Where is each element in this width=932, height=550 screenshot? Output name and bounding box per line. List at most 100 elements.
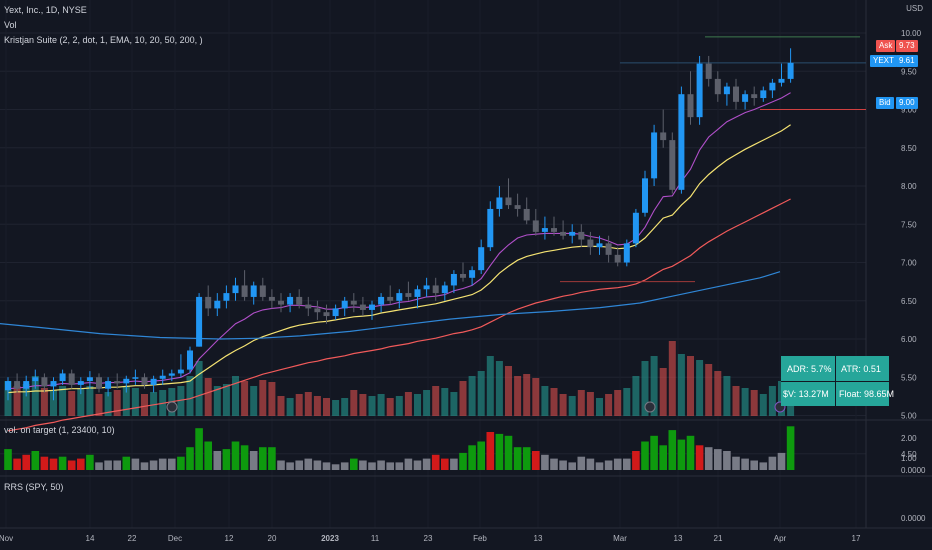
time-tick-label: 21: [714, 534, 723, 543]
volume-bar: [68, 391, 76, 416]
candle-body: [605, 243, 612, 255]
candle-body: [778, 78, 785, 83]
candle-body: [323, 312, 330, 317]
volume-bar: [13, 386, 21, 416]
vol-on-target-bar: [195, 428, 203, 470]
candle-body: [187, 350, 193, 370]
vol-on-target-bar: [659, 445, 667, 470]
candle-body: [569, 231, 576, 236]
candle-body: [41, 377, 48, 387]
vol-on-target-bar: [486, 432, 495, 470]
vol-on-target-bar: [459, 452, 467, 470]
candle-body: [314, 308, 321, 313]
last-symbol-label: YEXT: [870, 55, 897, 67]
vol-on-target-bar: [177, 456, 185, 470]
vol-on-target-bar: [495, 433, 504, 470]
event-marker-icon: [644, 401, 656, 413]
atr-value: ATR: 0.51: [841, 364, 881, 374]
volume-bar: [495, 361, 503, 416]
vol-on-target-bars: [4, 426, 795, 470]
candle-body: [350, 300, 357, 305]
time-tick-label: Apr: [774, 534, 787, 543]
candle-body: [23, 381, 30, 389]
candle-body: [223, 293, 230, 301]
price-tick-label: 5.50: [901, 373, 917, 382]
candle-body: [405, 293, 412, 297]
candle-body: [505, 197, 512, 206]
vol-on-target-bar: [623, 458, 631, 470]
volume-bar: [423, 390, 431, 416]
candle-body: [196, 296, 203, 347]
candle-body: [32, 377, 39, 382]
price-tick-label: 8.00: [901, 182, 917, 191]
candle-body: [450, 273, 457, 286]
price-tick-label: 9.00: [901, 106, 917, 115]
vol-on-target-bar: [541, 454, 549, 470]
vol-on-target-bar: [268, 447, 276, 470]
vol-on-target-bar: [204, 441, 212, 470]
candle-body: [105, 381, 112, 389]
vol-on-target-label[interactable]: vol. on target (1, 23400, 10): [4, 425, 115, 435]
vol-on-target-bar: [350, 458, 358, 470]
time-tick-label: 17: [852, 534, 861, 543]
vol-on-target-bar: [67, 460, 76, 470]
volume-bar: [222, 384, 230, 416]
candle-body: [132, 377, 139, 379]
vol-on-target-bar: [595, 462, 604, 470]
candlesticks: [5, 48, 794, 401]
time-axis: Nov 14 22 Dec 12 20 2023 11 23 Feb 13 Mar 13 21 Apr 17: [0, 534, 861, 543]
volume-bar: [268, 382, 276, 416]
ask-label: Ask: [876, 40, 896, 52]
ema20-line: [7, 124, 791, 394]
vol-on-target-bar: [368, 462, 376, 470]
candle-body: [787, 62, 794, 79]
candle-body: [341, 300, 348, 309]
volume-bar: [259, 380, 267, 416]
bid-price-tag: 9.00: [896, 97, 918, 109]
volume-bar: [241, 381, 249, 416]
candle-body: [578, 231, 585, 240]
kristjan-suite-label[interactable]: Kristjan Suite (2, 2, dot, 1, EMA, 10, 2…: [4, 35, 203, 45]
vol-on-target-bar: [77, 458, 85, 470]
adr-value: ADR: 5.7%: [787, 364, 832, 374]
candle-body: [332, 308, 339, 317]
vol-on-target-bar: [13, 458, 21, 470]
candle-body: [278, 300, 284, 305]
vol-on-target-bar: [249, 451, 258, 470]
candle-body: [751, 94, 758, 99]
time-tick-label: Mar: [613, 534, 627, 543]
volume-bar: [514, 376, 522, 416]
candle-body: [96, 377, 102, 389]
vol-on-target-bar: [777, 452, 786, 470]
candle-body: [77, 381, 84, 385]
time-tick-label: 13: [534, 534, 543, 543]
price-tick-label: 8.50: [901, 144, 917, 153]
volume-bar: [250, 386, 258, 416]
vol-indicator-label[interactable]: Vol: [4, 20, 17, 30]
volume-bar: [714, 371, 722, 416]
time-tick-label: 14: [86, 534, 95, 543]
candle-body: [714, 78, 721, 95]
price-tick-label: 7.00: [901, 259, 917, 268]
vol-on-target-bar: [58, 456, 67, 470]
bid-label: Bid: [876, 97, 894, 109]
volume-bar: [50, 390, 57, 416]
candle-body: [596, 243, 603, 248]
vol-on-target-bar: [286, 462, 294, 470]
vol-on-target-bar: [340, 462, 349, 470]
rrs-label[interactable]: RRS (SPY, 50): [4, 482, 64, 492]
candle-body: [59, 373, 66, 382]
symbol-title[interactable]: Yext, Inc., 1D, NYSE: [4, 5, 87, 15]
volume-bar: [623, 388, 631, 416]
volume-bar: [304, 392, 312, 416]
time-tick-label: 20: [268, 534, 277, 543]
event-marker-icon: [166, 401, 178, 413]
vol-on-target-bar: [313, 460, 322, 470]
volume-bar: [486, 356, 494, 416]
candle-body: [460, 273, 466, 278]
volume-bar: [723, 376, 731, 416]
vol-on-target-bar: [650, 435, 658, 470]
candle-body: [5, 381, 11, 391]
candle-body: [541, 228, 548, 232]
price-tick-label: 10.00: [901, 29, 922, 38]
